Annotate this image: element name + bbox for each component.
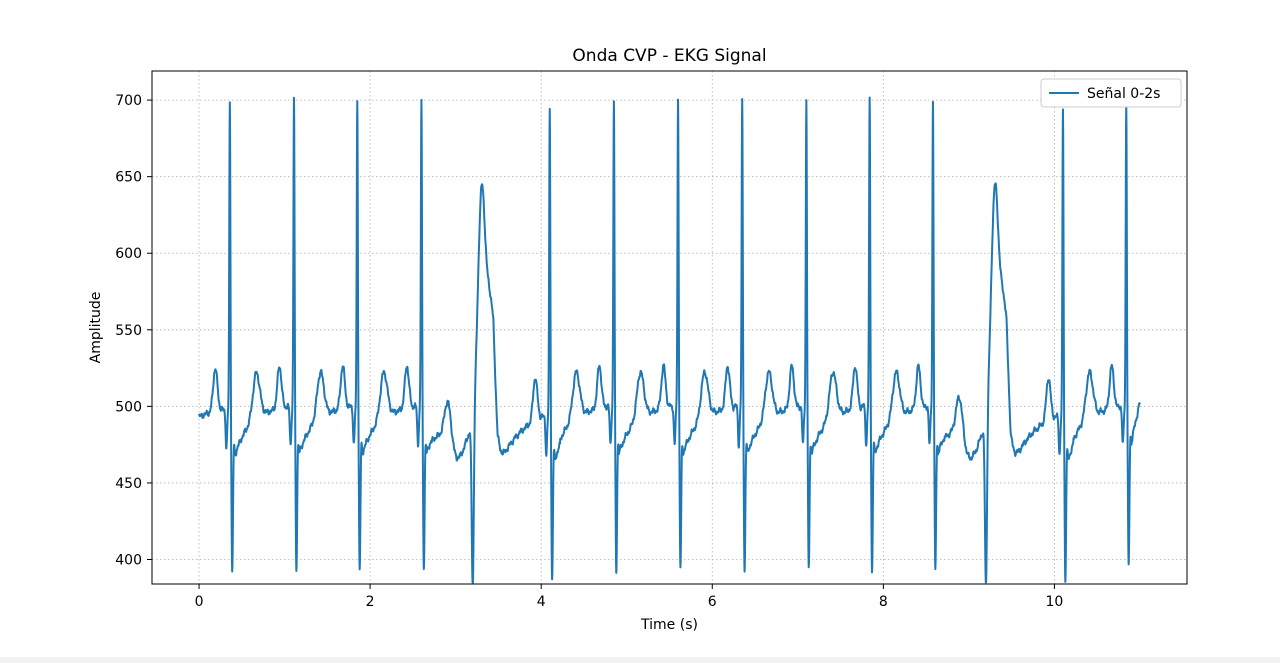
chart-title: Onda CVP - EKG Signal [572,46,766,66]
x-tick-label: 0 [195,594,204,610]
x-tick-label: 6 [708,594,717,610]
legend-box [1040,78,1182,108]
x-tick-label: 4 [537,594,546,610]
axis-ticks: 0 2 4 6 8 10 400 450 500 550 600 650 700 [115,93,1063,610]
x-tick-label: 10 [1046,594,1064,610]
legend-label: Señal 0-2s [1087,86,1160,102]
series-line-senal-0-2s [198,96,1141,584]
y-tick-label: 550 [115,323,142,339]
window-bottom-strip [0,657,1280,663]
plot-frame [151,70,1188,585]
y-tick-label: 700 [115,93,142,109]
y-tick-label: 650 [115,170,142,186]
series-layer [198,96,1141,584]
y-tick-label: 500 [115,399,142,415]
legend: Señal 0-2s [1040,78,1182,108]
x-axis-label: Time (s) [640,617,698,633]
x-tick-label: 2 [366,594,375,610]
y-tick-label: 600 [115,246,142,262]
y-axis-label: Amplitude [88,292,104,364]
x-tick-label: 8 [879,594,888,610]
y-tick-label: 400 [115,552,142,568]
y-tick-label: 450 [115,476,142,492]
